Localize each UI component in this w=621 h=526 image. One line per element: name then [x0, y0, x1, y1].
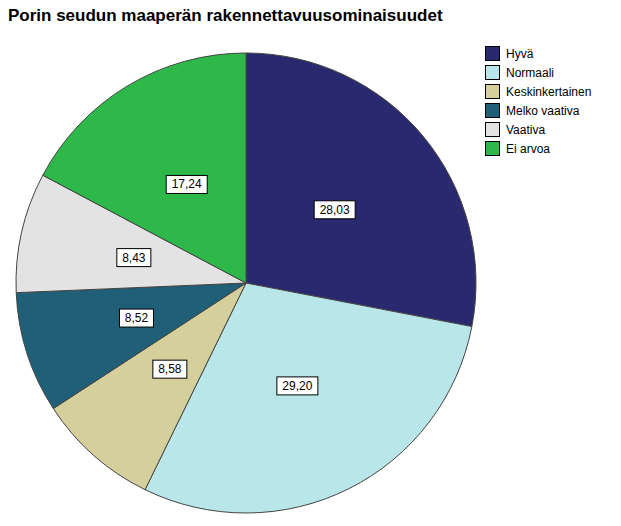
svg-text:8,43: 8,43 [122, 251, 146, 265]
html-text:Keskinkertainen: Keskinkertainen [506, 84, 592, 99]
svg-text:28,03: 28,03 [320, 203, 350, 217]
html-text:Ei arvoa: Ei arvoa [506, 141, 550, 156]
svg-text:8,58: 8,58 [158, 362, 182, 376]
svg-text:8,52: 8,52 [125, 311, 149, 325]
html-text:Melko vaativa: Melko vaativa [506, 103, 580, 118]
svg-text:29,20: 29,20 [282, 379, 312, 393]
html-text:Hyvä: Hyvä [506, 46, 534, 61]
svg-text:17,24: 17,24 [172, 177, 202, 191]
html-text:Porin seudun maaperän rakennet: Porin seudun maaperän rakennettavuusomin… [8, 6, 443, 25]
html-text:Vaativa: Vaativa [506, 122, 546, 137]
html-text:Normaali: Normaali [506, 65, 554, 80]
